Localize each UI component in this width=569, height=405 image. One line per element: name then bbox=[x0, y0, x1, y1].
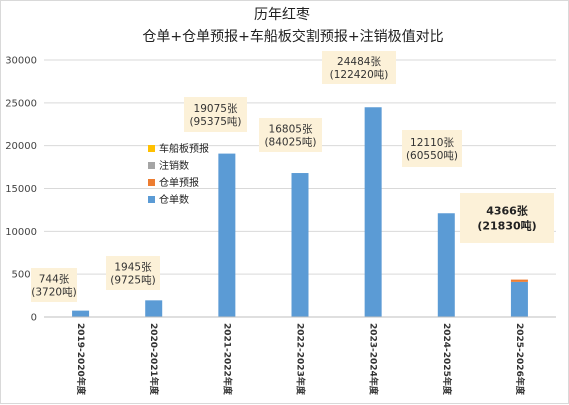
annotation-box bbox=[322, 51, 396, 84]
x-tick-label: 2023-2024年度 bbox=[368, 323, 380, 396]
x-tick-label: 2021-2022年度 bbox=[221, 323, 233, 396]
y-tick-label: 20000 bbox=[5, 141, 37, 152]
annotation-count: 12110张 bbox=[410, 137, 454, 149]
chart-title: 历年红枣 bbox=[254, 7, 310, 23]
annotation-count: 4366张 bbox=[486, 204, 529, 218]
annotation-tons: (84025吨) bbox=[264, 136, 316, 149]
y-axis: 0 5000 10000 15000 20000 25000 30000 bbox=[5, 56, 37, 324]
y-tick-label: 25000 bbox=[5, 98, 37, 109]
x-tick-label: 2024-2025年度 bbox=[441, 323, 453, 396]
annotation-count: 744张 bbox=[39, 274, 70, 286]
annotation-box bbox=[106, 256, 160, 290]
y-tick-label: 10000 bbox=[5, 227, 37, 238]
x-tick-label: 2020-2021年度 bbox=[148, 323, 160, 396]
annotation-box bbox=[31, 268, 77, 302]
annotation-tons: (9725吨) bbox=[110, 274, 155, 287]
bar-仓单数-2 bbox=[218, 153, 236, 317]
annotation-count: 19075张 bbox=[194, 103, 238, 115]
bar-仓单数-0 bbox=[72, 310, 90, 317]
annotation-tons: (60550吨) bbox=[406, 149, 458, 162]
x-tick-label: 2025-2026年度 bbox=[514, 323, 526, 396]
annotation-tons: (122420吨) bbox=[330, 68, 389, 81]
legend-swatch bbox=[148, 196, 155, 203]
y-tick-label: 15000 bbox=[5, 184, 37, 195]
legend-swatch bbox=[148, 145, 155, 152]
annotation-count: 1945张 bbox=[114, 262, 152, 274]
annotation-tons: (21830吨) bbox=[477, 219, 536, 233]
legend-label: 仓单预报 bbox=[159, 176, 199, 189]
annotation-box bbox=[460, 193, 554, 243]
bar-仓单数-5 bbox=[437, 213, 455, 317]
bar-仓单数-6 bbox=[510, 281, 528, 317]
annotations: 744张(3720吨) 1945张(9725吨) 19075张(95375吨) 168… bbox=[31, 51, 554, 302]
x-tick-label: 2022-2023年度 bbox=[295, 323, 307, 396]
legend-label: 仓单数 bbox=[159, 193, 189, 206]
bar-仓单预报-6 bbox=[510, 279, 528, 282]
y-tick-label: 5000 bbox=[12, 270, 37, 281]
chart-subtitle: 仓单+仓单预报+车船板交割预报+注销极值对比 bbox=[142, 28, 443, 45]
annotation-box bbox=[259, 118, 322, 152]
bars bbox=[72, 107, 528, 318]
y-tick-label: 0 bbox=[31, 313, 37, 324]
y-tick-label: 30000 bbox=[5, 56, 37, 67]
legend-label: 车船板预报 bbox=[159, 142, 209, 155]
bar-仓单数-4 bbox=[364, 107, 382, 318]
x-tick-label: 2019-2020年度 bbox=[75, 323, 87, 396]
x-axis: 2019-2020年度 2020-2021年度 2021-2022年度 2022-20… bbox=[44, 316, 556, 396]
legend-swatch bbox=[148, 162, 155, 169]
annotation-tons: (95375吨) bbox=[189, 115, 241, 128]
annotation-count: 16805张 bbox=[269, 124, 313, 136]
annotation-box bbox=[402, 130, 462, 167]
bar-仓单数-3 bbox=[291, 173, 309, 317]
annotation-count: 24484张 bbox=[337, 56, 381, 68]
annotation-tons: (3720吨) bbox=[31, 286, 76, 299]
annotation-box bbox=[184, 97, 247, 132]
bar-仓单数-1 bbox=[145, 300, 163, 317]
legend-swatch bbox=[148, 179, 155, 186]
legend-label: 注销数 bbox=[159, 159, 189, 172]
